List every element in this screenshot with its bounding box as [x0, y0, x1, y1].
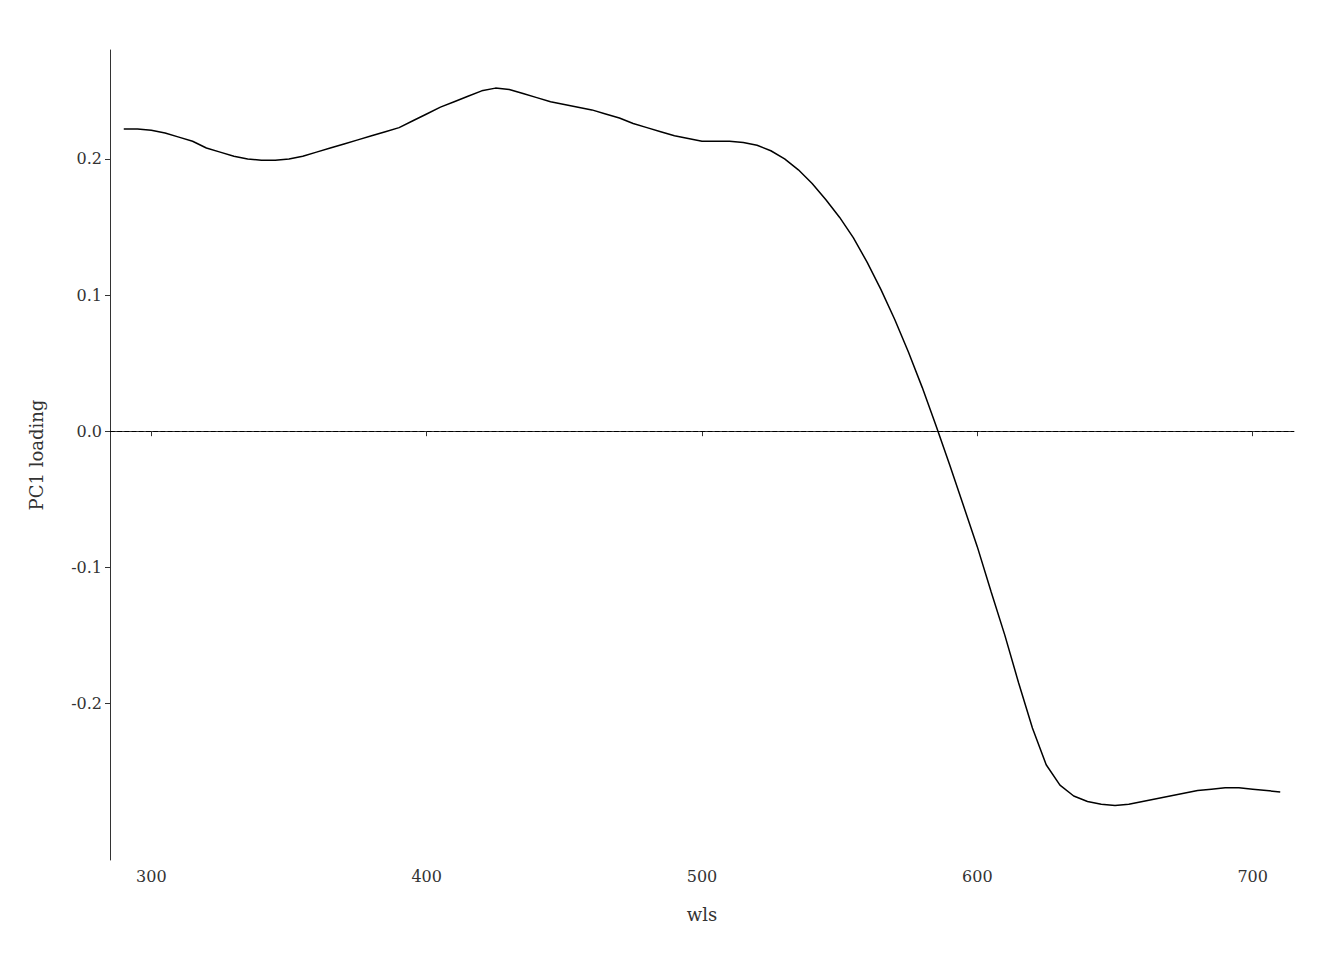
svg-text:400: 400: [411, 867, 442, 886]
svg-text:300: 300: [136, 867, 167, 886]
svg-text:0.0: 0.0: [77, 422, 102, 441]
svg-text:PC1 loading: PC1 loading: [26, 400, 47, 511]
svg-text:700: 700: [1237, 867, 1268, 886]
svg-text:-0.2: -0.2: [71, 694, 102, 713]
svg-text:0.2: 0.2: [77, 149, 102, 168]
svg-text:0.1: 0.1: [77, 286, 102, 305]
svg-text:-0.1: -0.1: [71, 558, 102, 577]
svg-text:wls: wls: [687, 904, 717, 925]
svg-text:600: 600: [962, 867, 993, 886]
svg-text:500: 500: [687, 867, 718, 886]
